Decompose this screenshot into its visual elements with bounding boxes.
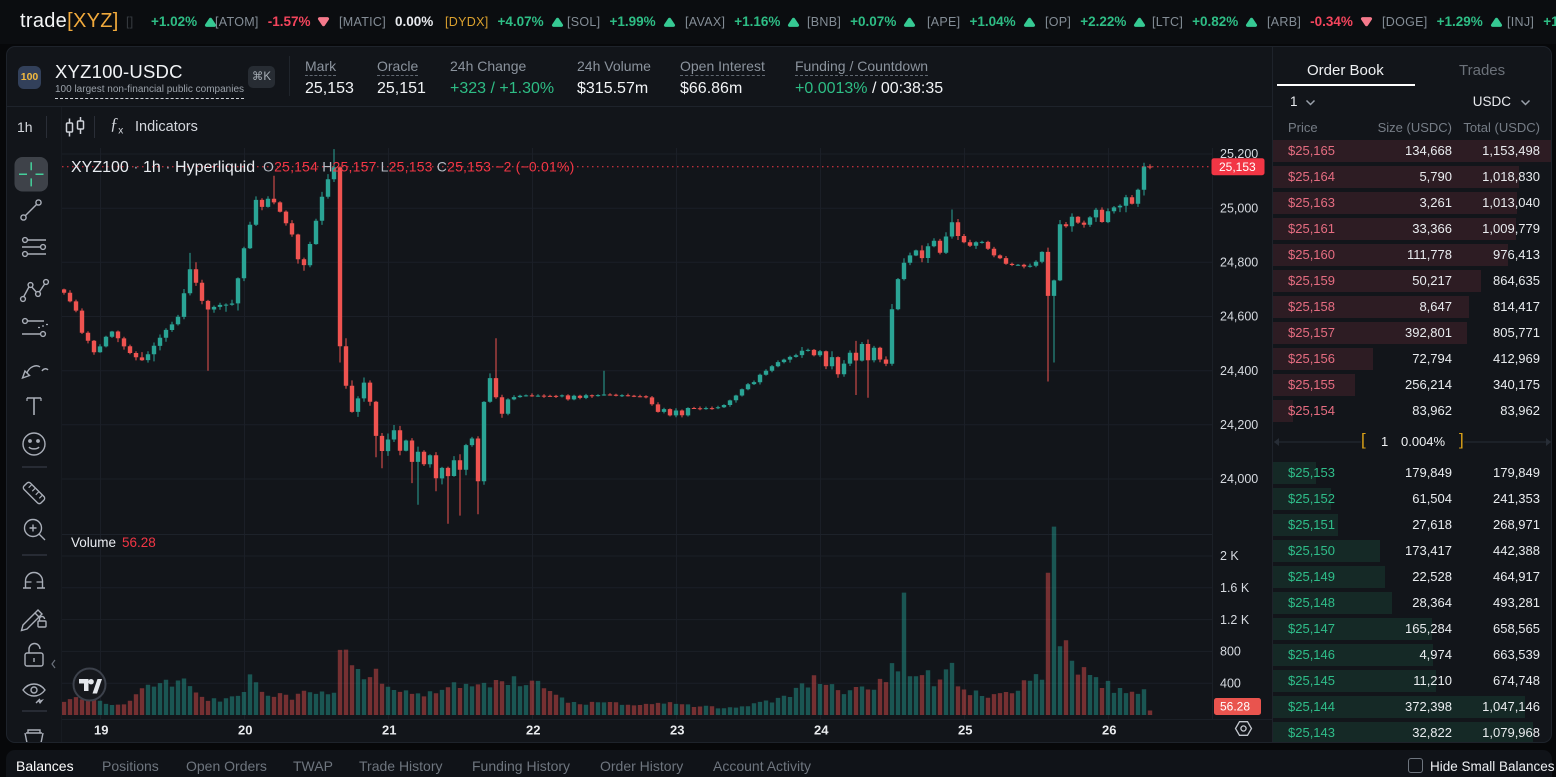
svg-text:25,153: 25,153 <box>1219 160 1256 174</box>
svg-text:24,800: 24,800 <box>1220 256 1258 270</box>
svg-text:1.6 K: 1.6 K <box>1220 581 1250 595</box>
svg-text:1.2 K: 1.2 K <box>1220 613 1250 627</box>
svg-text:56.28: 56.28 <box>122 535 156 550</box>
svg-text:25,000: 25,000 <box>1220 201 1258 215</box>
svg-text:400: 400 <box>1220 676 1241 690</box>
svg-text:24,000: 24,000 <box>1220 472 1258 486</box>
svg-text:56.28: 56.28 <box>1220 700 1250 714</box>
svg-text:25,200: 25,200 <box>1220 148 1258 161</box>
svg-text:O25,154 H25,157 L25,153 C25,15: O25,154 H25,157 L25,153 C25,153 −2 (−0.0… <box>263 159 574 175</box>
svg-text:24,400: 24,400 <box>1220 364 1258 378</box>
svg-text:Volume: Volume <box>71 535 116 550</box>
svg-text:800: 800 <box>1220 645 1241 659</box>
svg-text:21: 21 <box>382 723 396 738</box>
svg-text:26: 26 <box>1102 723 1116 738</box>
svg-text:24,600: 24,600 <box>1220 310 1258 324</box>
svg-text:22: 22 <box>526 723 540 738</box>
svg-text:19: 19 <box>94 723 108 738</box>
svg-text:XYZ100 · 1h · Hyperliquid: XYZ100 · 1h · Hyperliquid <box>71 159 255 176</box>
svg-text:24: 24 <box>814 723 829 738</box>
svg-text:20: 20 <box>238 723 252 738</box>
svg-text:25: 25 <box>958 723 972 738</box>
svg-text:23: 23 <box>670 723 684 738</box>
svg-text:24,200: 24,200 <box>1220 418 1258 432</box>
svg-text:2 K: 2 K <box>1220 549 1239 563</box>
